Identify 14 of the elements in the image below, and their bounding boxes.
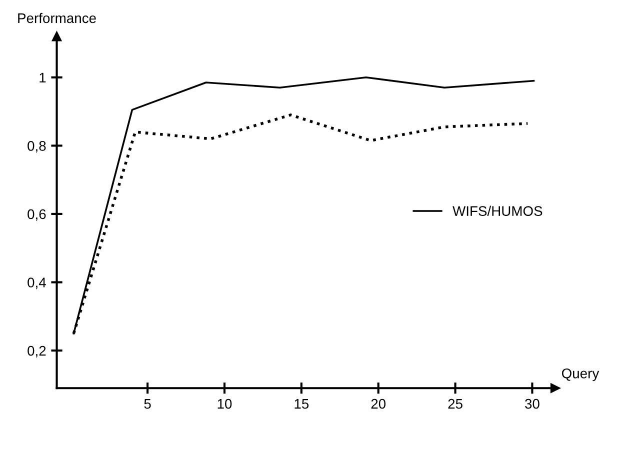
legend-label: WIFS/HUMOS bbox=[452, 206, 542, 216]
y-tick-label: 0,6 bbox=[28, 209, 46, 221]
x-axis-title: Query bbox=[562, 368, 600, 382]
y-axis-title: Performance bbox=[18, 12, 96, 24]
y-tick-label: 0,4 bbox=[28, 278, 46, 290]
x-tick-label: 15 bbox=[294, 399, 309, 409]
x-tick-label: 30 bbox=[525, 398, 540, 409]
y-tick-label: 0,2 bbox=[28, 346, 46, 358]
x-tick-label: 10 bbox=[218, 398, 232, 409]
x-tick-label: 25 bbox=[448, 398, 462, 409]
y-tick-label: 0,8 bbox=[28, 141, 46, 152]
x-tick-label: 20 bbox=[371, 398, 386, 409]
y-tick-label: 1 bbox=[40, 72, 46, 82]
x-tick-label: 5 bbox=[144, 399, 151, 409]
